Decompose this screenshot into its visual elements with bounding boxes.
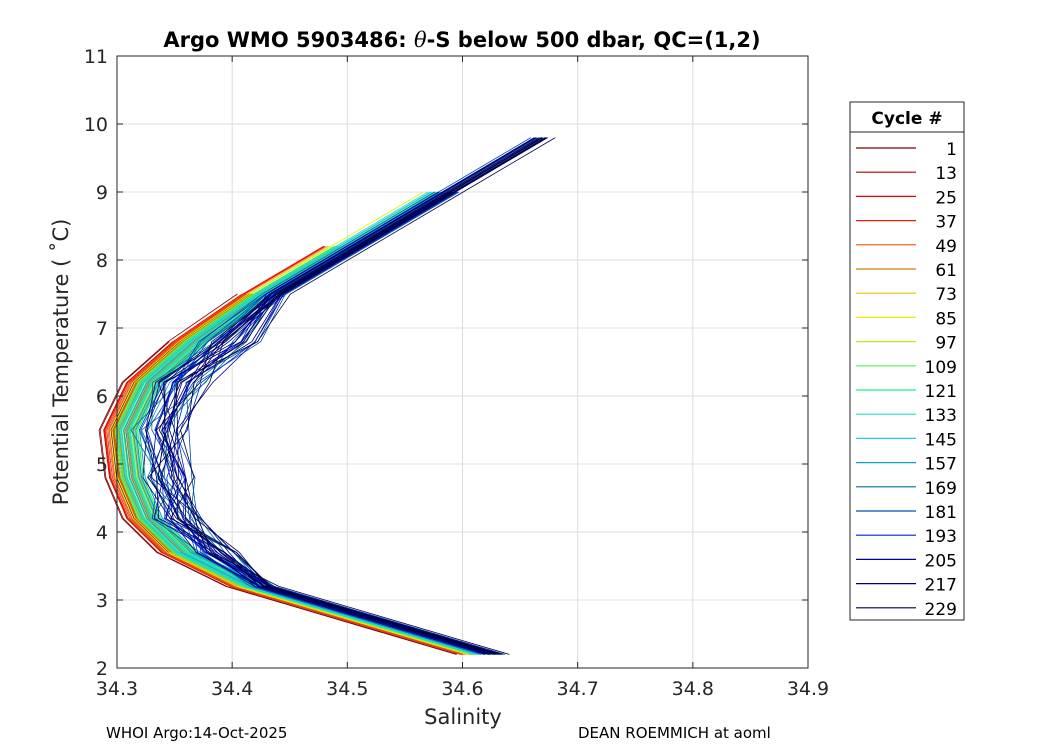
y-tick-label: 4 bbox=[96, 522, 108, 544]
series-line-cycle-217 bbox=[145, 137, 536, 655]
legend-entry-label: 13 bbox=[935, 164, 957, 184]
grid-lines bbox=[117, 56, 808, 668]
legend-entry-label: 37 bbox=[935, 213, 957, 233]
x-tick-label: 34.4 bbox=[211, 678, 253, 700]
y-tick-label: 3 bbox=[96, 590, 108, 612]
series-line-cycle-169 bbox=[130, 191, 481, 655]
y-tick-label: 11 bbox=[84, 46, 108, 68]
legend-entry-label: 133 bbox=[925, 406, 957, 426]
legend-entry-label: 97 bbox=[935, 334, 957, 354]
legend-entry-label: 205 bbox=[925, 551, 957, 571]
x-tick-label: 34.3 bbox=[96, 678, 138, 700]
series-line-cycle-145 bbox=[120, 246, 479, 655]
legend-entry-label: 25 bbox=[935, 188, 957, 208]
legend-box bbox=[849, 101, 965, 621]
legend: Cycle # 1 13 25 37 49 61 73 85 97 109 121 133 145 157… bbox=[849, 101, 965, 621]
series-lines bbox=[98, 137, 556, 655]
series-line-cycle-49 bbox=[105, 293, 463, 655]
legend-title: Cycle # bbox=[871, 109, 942, 129]
legend-entry-label: 157 bbox=[925, 455, 957, 475]
series-line-cycle-133 bbox=[116, 191, 475, 655]
series-line-cycle-229 bbox=[175, 137, 556, 655]
legend-entry-label: 85 bbox=[935, 309, 957, 329]
series-line-cycle-49 bbox=[107, 293, 466, 655]
series-line-cycle-205 bbox=[144, 191, 486, 655]
legend-entry-label: 145 bbox=[925, 430, 957, 450]
legend-entry-label: 193 bbox=[925, 527, 957, 547]
legend-entry-label: 169 bbox=[925, 479, 957, 499]
series-line-cycle-229 bbox=[158, 137, 544, 655]
y-tick-label: 10 bbox=[84, 114, 108, 136]
series-line-cycle-145 bbox=[119, 191, 477, 655]
legend-entry-label: 217 bbox=[925, 576, 957, 596]
y-tick-label: 2 bbox=[96, 658, 108, 680]
series-line-cycle-97 bbox=[111, 246, 470, 655]
legend-entry-label: 109 bbox=[925, 358, 957, 378]
footer-right: DEAN ROEMMICH at aoml bbox=[578, 724, 771, 742]
x-tick-label: 34.7 bbox=[557, 678, 599, 700]
y-tick-label: 9 bbox=[96, 182, 108, 204]
legend-entry-label: 61 bbox=[935, 261, 957, 281]
footer-left: WHOI Argo:14-Oct-2025 bbox=[106, 724, 288, 742]
x-tick-label: 34.6 bbox=[441, 678, 483, 700]
legend-entry-label: 1 bbox=[946, 140, 957, 160]
series-line-cycle-85 bbox=[109, 246, 467, 655]
y-axis-label: Potential Temperature ( ˚C) bbox=[49, 219, 73, 506]
series-line-cycle-229 bbox=[147, 137, 546, 655]
legend-entry-label: 229 bbox=[925, 600, 957, 620]
y-tick-label: 8 bbox=[96, 250, 108, 272]
legend-entry-label: 181 bbox=[925, 503, 957, 523]
axis-ticks: 34.3 34.4 34.5 34.6 34.7 34.8 34.9 2 3 4 5 6 7 8 9 10 11 bbox=[84, 46, 829, 700]
series-line-cycle-1 bbox=[98, 293, 457, 655]
legend-entry-label: 121 bbox=[925, 382, 957, 402]
x-tick-label: 34.8 bbox=[672, 678, 714, 700]
x-axis-label: Salinity bbox=[424, 705, 502, 729]
legend-entry-label: 49 bbox=[935, 237, 957, 257]
legend-entry-label: 73 bbox=[935, 285, 957, 305]
series-line-cycle-169 bbox=[163, 137, 539, 655]
series-line-cycle-229 bbox=[156, 137, 542, 655]
y-tick-label: 5 bbox=[96, 454, 108, 476]
chart-title: Argo WMO 5903486: θ-S below 500 dbar, QC… bbox=[163, 28, 760, 52]
x-tick-label: 34.5 bbox=[326, 678, 368, 700]
series-line-cycle-229 bbox=[157, 137, 540, 655]
y-tick-label: 6 bbox=[96, 386, 108, 408]
y-tick-label: 7 bbox=[96, 318, 108, 340]
x-tick-label: 34.9 bbox=[787, 678, 829, 700]
